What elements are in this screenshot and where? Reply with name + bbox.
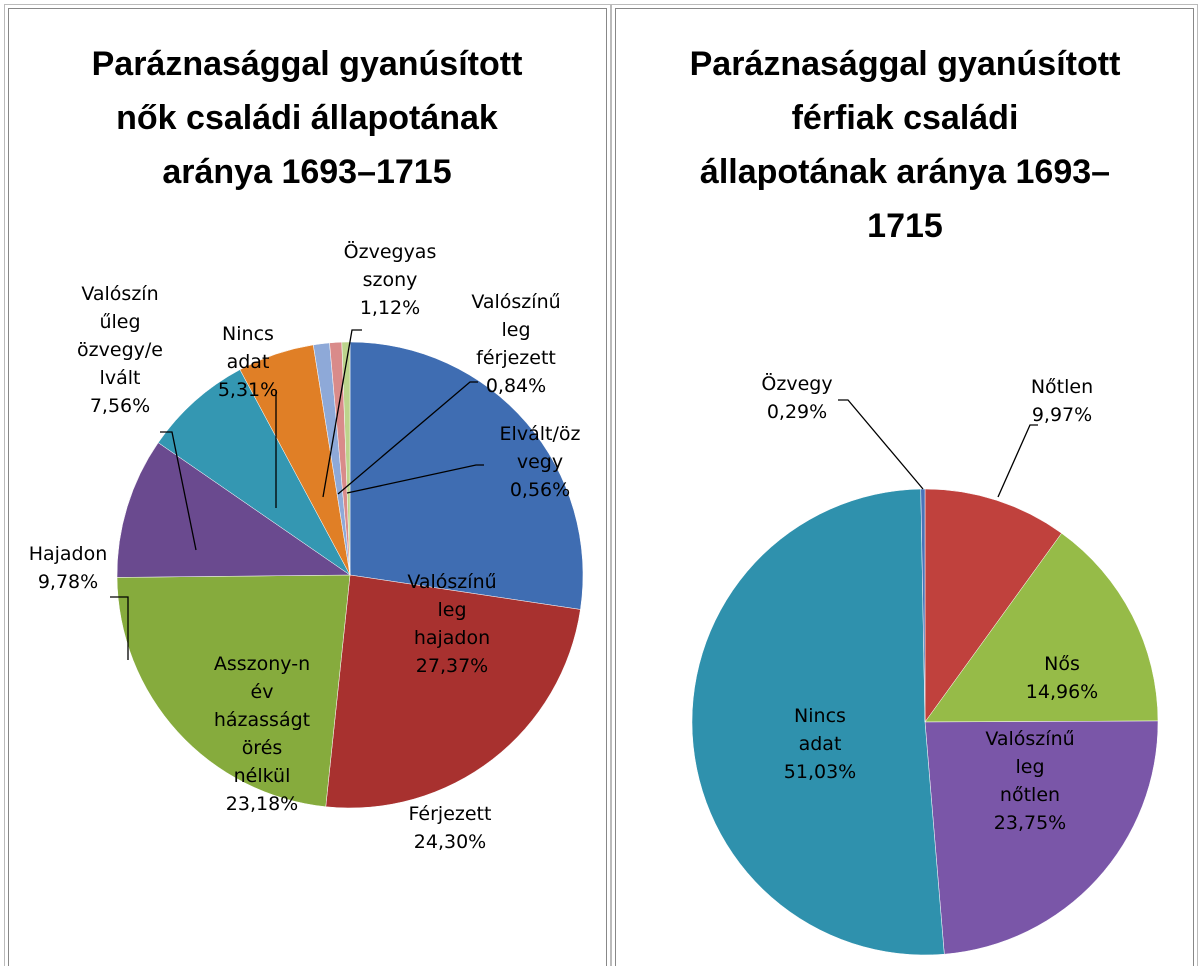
chart-title: Paráznasággal gyanúsított férfiak családi… [690, 45, 1121, 245]
slice-label: Valószín űleg özvegy/e lvált [77, 283, 163, 389]
panel-border [4, 4, 611, 966]
slice-label: Nős [1044, 653, 1080, 675]
slice-value: 9,78% [38, 571, 98, 593]
chart-title: Paráznasággal gyanúsított nők családi áll… [92, 45, 523, 191]
pie-slice [924, 720, 1159, 955]
leader-line [337, 381, 478, 495]
pie-slice [924, 532, 1159, 723]
slice-label: Elvált/öz vegy [500, 423, 581, 473]
slice-value: 24,30% [414, 831, 486, 853]
leader-line [838, 399, 924, 490]
slice-label: Férjezett [409, 803, 492, 825]
panel-border [8, 8, 607, 966]
slice-value: 0,84% [486, 375, 546, 397]
slice-value: 27,37% [416, 655, 488, 677]
slice-label: Nincs adat [794, 705, 846, 755]
slice-label: Valószínű leg nőtlen [985, 728, 1074, 806]
slice-value: 23,18% [226, 793, 298, 815]
pie-slice [116, 574, 351, 808]
slice-value: 0,56% [510, 479, 570, 501]
slice-value: 0,29% [767, 401, 827, 423]
slice-value: 5,31% [218, 379, 278, 401]
slice-value: 1,12% [360, 297, 420, 319]
slice-label: Özvegy [761, 372, 832, 395]
panel-border [611, 4, 1198, 966]
pie-slice [157, 369, 351, 576]
pie-slice [349, 341, 584, 610]
pie-slice [691, 488, 945, 956]
pie-slice [325, 574, 581, 809]
leader-line [346, 464, 484, 494]
slice-label: Valószínű leg hajadon [407, 571, 496, 649]
leader-line [160, 431, 197, 551]
slice-value: 9,97% [1032, 404, 1092, 426]
slice-label: Nincs adat [222, 323, 274, 373]
slice-label: Nőtlen [1031, 376, 1093, 398]
slice-value: 14,96% [1026, 681, 1098, 703]
panel-border [615, 8, 1194, 966]
leader-line [110, 596, 129, 660]
slice-label: Hajadon [29, 543, 108, 565]
leader-line [322, 329, 362, 498]
slice-label: Özvegyas szony [344, 240, 437, 291]
slice-value: 7,56% [90, 395, 150, 417]
slice-label: Valószínű leg férjezett [471, 291, 560, 369]
slice-value: 51,03% [784, 761, 856, 783]
pie-slice [116, 442, 351, 578]
slice-label: Asszony-n év házasságt örés nélkül [214, 653, 310, 787]
slice-value: 23,75% [994, 812, 1066, 834]
pie-slice [924, 488, 1062, 723]
leader-line [997, 424, 1038, 498]
